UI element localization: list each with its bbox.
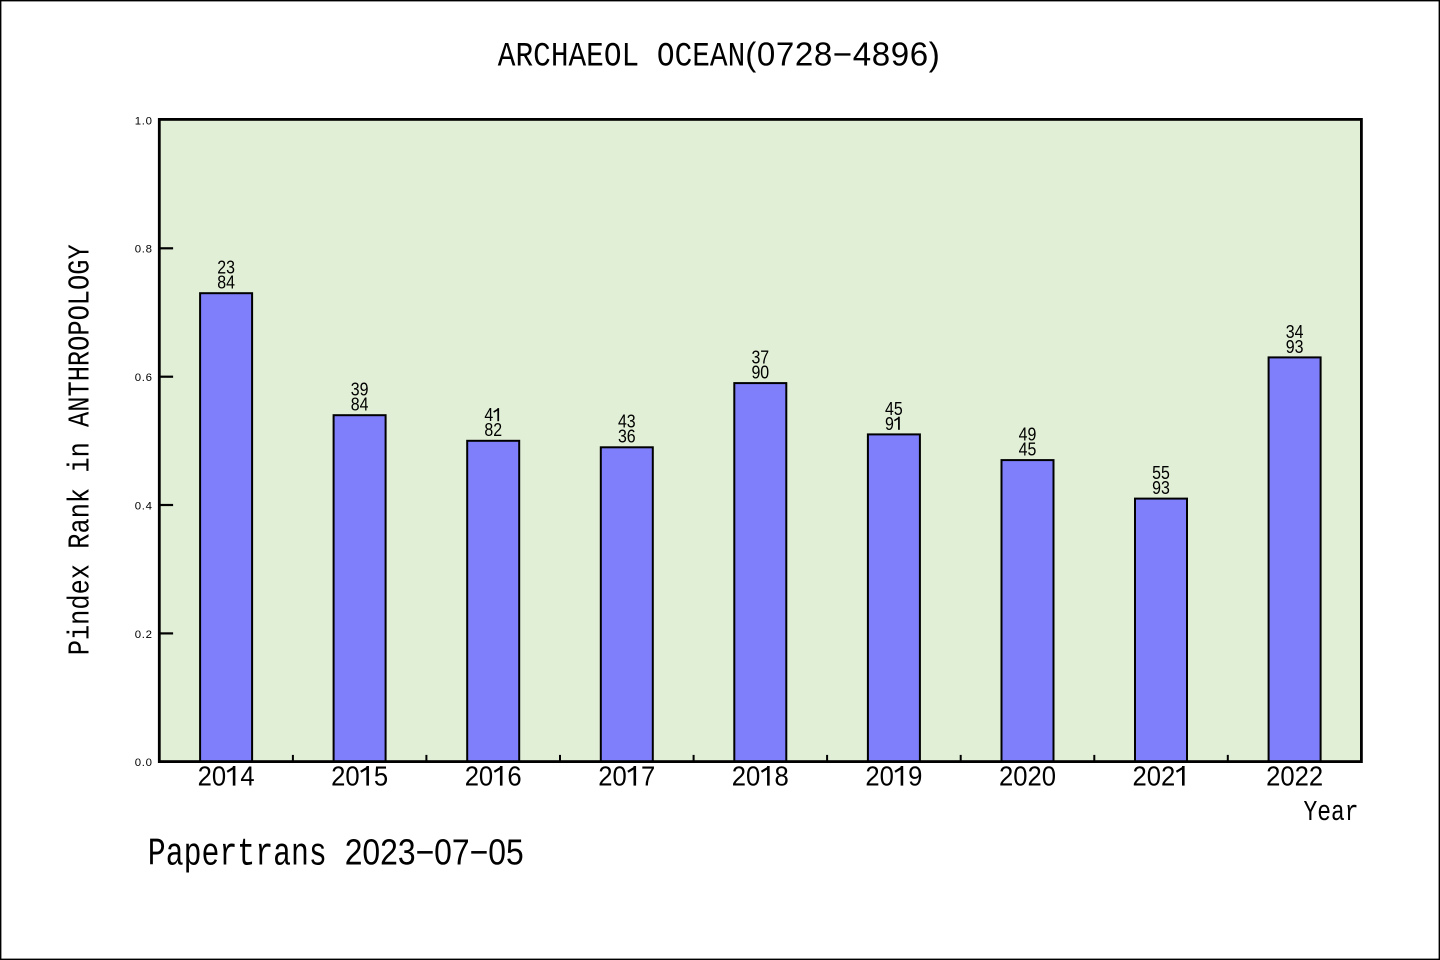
svg-text:45: 45 bbox=[1019, 439, 1037, 460]
svg-text:90: 90 bbox=[751, 362, 769, 383]
svg-text:20 5: 20 5 bbox=[331, 761, 388, 792]
svg-text:20 6: 20 6 bbox=[465, 761, 522, 792]
svg-text:20 9: 20 9 bbox=[865, 761, 922, 792]
svg-text:36: 36 bbox=[618, 426, 636, 447]
svg-text:0.8: 0.8 bbox=[135, 244, 152, 256]
svg-text:43: 43 bbox=[618, 411, 636, 432]
svg-text:20 4: 20 4 bbox=[198, 761, 255, 792]
svg-text:39: 39 bbox=[351, 379, 369, 400]
svg-text:Pindex Rank in ANTHROPOLOGY: Pindex Rank in ANTHROPOLOGY bbox=[64, 244, 99, 655]
svg-text:55: 55 bbox=[1152, 462, 1170, 483]
svg-text:23: 23 bbox=[217, 257, 235, 278]
svg-text:84: 84 bbox=[217, 272, 235, 293]
svg-text:93: 93 bbox=[1152, 477, 1170, 498]
svg-text:202: 202 bbox=[1133, 761, 1190, 792]
svg-text:93: 93 bbox=[1286, 336, 1304, 357]
svg-text:0.6: 0.6 bbox=[135, 372, 152, 384]
svg-text:2020: 2020 bbox=[999, 761, 1056, 792]
svg-text:Papertrans 2023−07−05: Papertrans 2023−07−05 bbox=[148, 832, 524, 877]
svg-text:34: 34 bbox=[1286, 321, 1304, 342]
svg-text:84: 84 bbox=[351, 394, 369, 415]
svg-text:20 8: 20 8 bbox=[732, 761, 789, 792]
svg-text:49: 49 bbox=[1019, 424, 1037, 445]
svg-text:Year: Year bbox=[1304, 796, 1359, 829]
svg-text:20 7: 20 7 bbox=[598, 761, 655, 792]
svg-text:0.2: 0.2 bbox=[135, 629, 152, 641]
svg-text:1.0: 1.0 bbox=[135, 115, 152, 127]
svg-text:0.0: 0.0 bbox=[135, 757, 152, 769]
svg-text:9: 9 bbox=[885, 413, 903, 434]
svg-text:37: 37 bbox=[751, 347, 769, 368]
svg-text:2022: 2022 bbox=[1266, 761, 1323, 792]
svg-text:0.4: 0.4 bbox=[135, 500, 152, 512]
svg-text:ARCHAEOL OCEAN(0728−4896): ARCHAEOL OCEAN(0728−4896) bbox=[498, 36, 940, 76]
svg-text:82: 82 bbox=[484, 419, 502, 440]
svg-text:45: 45 bbox=[885, 398, 903, 419]
